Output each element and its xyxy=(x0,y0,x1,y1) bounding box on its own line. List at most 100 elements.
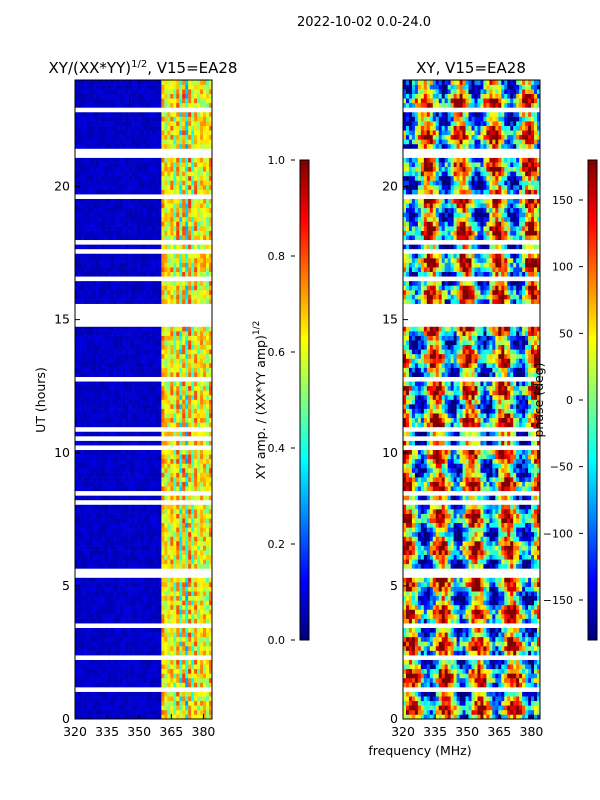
heatmap-cell xyxy=(86,253,91,259)
heatmap-cell xyxy=(197,509,201,514)
heatmap-cell xyxy=(197,527,201,533)
heatmap-cell xyxy=(164,540,168,546)
heatmap-cell xyxy=(95,540,100,546)
heatmap-cell xyxy=(86,458,91,464)
heatmap-cell xyxy=(137,636,141,642)
heatmap-cell xyxy=(167,609,171,615)
heatmap-cell xyxy=(170,216,174,222)
heatmap-cell xyxy=(137,271,141,277)
heatmap-cell xyxy=(167,221,171,227)
heatmap-cell xyxy=(125,664,129,670)
heatmap-cell xyxy=(134,221,138,227)
heatmap-cell xyxy=(89,143,94,149)
heatmap-cell xyxy=(101,404,106,409)
heatmap-cell xyxy=(89,258,94,263)
heatmap-cell xyxy=(86,454,91,460)
heatmap-cell xyxy=(113,614,117,619)
heatmap-cell xyxy=(182,404,186,409)
heatmap-cell xyxy=(92,367,97,373)
heatmap-row xyxy=(75,531,213,537)
heatmap-cell xyxy=(110,691,115,697)
heatmap-cell xyxy=(75,294,79,300)
heatmap-cell xyxy=(167,344,171,350)
heatmap-cell xyxy=(146,440,150,446)
heatmap-cell xyxy=(125,184,129,190)
heatmap-cell xyxy=(197,481,201,487)
heatmap-cell xyxy=(77,714,82,720)
heatmap-cell xyxy=(197,299,201,304)
heatmap-cell xyxy=(113,335,117,341)
heatmap-cell xyxy=(194,604,198,610)
heatmap-cell xyxy=(158,632,162,638)
heatmap-cell xyxy=(137,157,141,163)
heatmap-cell xyxy=(182,285,186,291)
heatmap-cell xyxy=(200,244,204,250)
heatmap-cell xyxy=(137,696,141,702)
heatmap-cell xyxy=(176,294,180,300)
heatmap-cell xyxy=(77,417,82,423)
heatmap-cell xyxy=(119,431,123,437)
heatmap-cell xyxy=(188,559,192,565)
heatmap-cell xyxy=(176,262,180,268)
heatmap-cell xyxy=(110,180,115,186)
heatmap-cell xyxy=(167,668,171,674)
heatmap-cell xyxy=(206,614,210,619)
heatmap-cell xyxy=(107,582,112,587)
heatmap-cell xyxy=(131,449,135,455)
heatmap-cell xyxy=(128,212,132,218)
heatmap-cell xyxy=(107,289,112,295)
heatmap-cell xyxy=(194,299,198,304)
heatmap-cell xyxy=(191,431,195,437)
heatmap-cell xyxy=(185,632,189,638)
heatmap-cell xyxy=(206,600,210,606)
heatmap-cell xyxy=(194,595,198,601)
heatmap-cell xyxy=(77,627,82,633)
heatmap-cell xyxy=(167,481,171,487)
heatmap-cell xyxy=(98,221,103,227)
heatmap-cell xyxy=(128,463,132,469)
heatmap-cell xyxy=(125,226,129,231)
heatmap-cell xyxy=(206,659,210,665)
heatmap-cell xyxy=(128,709,132,715)
heatmap-cell xyxy=(209,481,213,487)
heatmap-cell xyxy=(77,203,82,209)
heatmap-cell xyxy=(137,285,141,291)
heatmap-cell xyxy=(182,636,186,642)
heatmap-cell xyxy=(122,230,126,236)
heatmap-cell xyxy=(152,600,156,606)
heatmap-cell xyxy=(188,467,192,473)
heatmap-cell xyxy=(194,394,198,400)
heatmap-cell xyxy=(86,299,91,304)
heatmap-cell xyxy=(152,390,156,396)
heatmap-cell xyxy=(158,189,162,195)
heatmap-cell xyxy=(104,184,109,190)
heatmap-cell xyxy=(152,664,156,670)
heatmap-cell xyxy=(158,531,162,537)
heatmap-cell xyxy=(110,463,115,469)
heatmap-cell xyxy=(179,417,183,423)
heatmap-cell xyxy=(146,340,150,346)
heatmap-cell xyxy=(179,340,183,346)
heatmap-cell xyxy=(152,531,156,537)
heatmap-cell xyxy=(170,221,174,227)
heatmap-cell xyxy=(197,207,201,213)
heatmap-cell xyxy=(185,198,189,204)
heatmap-cell xyxy=(167,577,171,583)
heatmap-cell xyxy=(122,344,126,350)
heatmap-cell xyxy=(191,614,195,619)
heatmap-row xyxy=(75,540,213,546)
heatmap-cell xyxy=(116,404,120,409)
heatmap-cell xyxy=(143,673,147,679)
heatmap-cell xyxy=(149,591,153,597)
heatmap-cell xyxy=(167,545,171,551)
heatmap-cell xyxy=(119,139,123,145)
heatmap-cell xyxy=(128,609,132,615)
heatmap-cell xyxy=(158,454,162,460)
heatmap-cell xyxy=(206,358,210,364)
heatmap-cell xyxy=(80,207,85,213)
heatmap-cell xyxy=(203,285,207,291)
heatmap-cell xyxy=(113,645,117,651)
heatmap-cell xyxy=(137,258,141,263)
heatmap-cell xyxy=(161,331,165,336)
heatmap-row xyxy=(75,422,213,428)
